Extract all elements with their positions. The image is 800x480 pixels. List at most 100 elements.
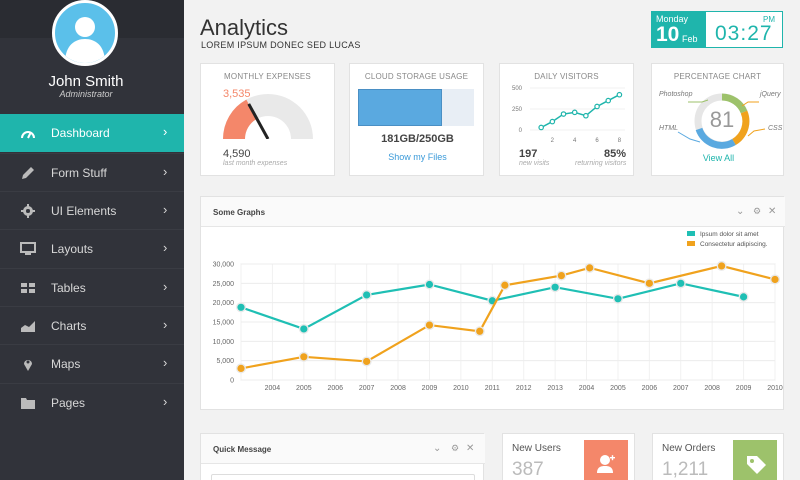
pencil-icon [22, 167, 34, 179]
close-icon[interactable]: ✕ [768, 206, 777, 217]
expenses-total: 4,590 [223, 148, 251, 160]
chevron-right-icon: › [163, 240, 168, 255]
settings-icon[interactable]: ⚙ [451, 443, 460, 453]
x-tick-label: 2010 [767, 385, 783, 392]
new-visits-value: 197 [519, 148, 538, 160]
x-tick-label: 2005 [610, 385, 626, 392]
nav-item-ui-elements[interactable]: UI Elements › [0, 191, 184, 229]
graph-panel-title: Some Graphs [213, 208, 266, 217]
quick-message-header: Quick Message ⌄ ⚙ ✕ [201, 434, 485, 464]
new-orders-card: New Orders 1,211 [652, 433, 784, 480]
close-icon[interactable]: ✕ [466, 443, 475, 454]
x-tick-label: 2010 [453, 385, 469, 392]
y-tick-label: 5,000 [216, 358, 234, 365]
storage-bar [358, 89, 474, 126]
donut-center-value: 81 [709, 107, 735, 132]
y-tick-label: 0 [230, 378, 234, 385]
series-point [237, 364, 245, 372]
graph-panel: Some Graphs ⌄ ⚙ ✕ 30,000 25,000 20,000 15,0… [200, 196, 785, 410]
gauge-value: 3,535 [223, 88, 251, 100]
series-point [425, 321, 434, 329]
y-tick-label: 0 [519, 128, 523, 134]
nav-item-form-stuff[interactable]: Form Stuff › [0, 153, 184, 191]
series-point [645, 279, 653, 287]
settings-icon[interactable]: ⚙ [753, 206, 762, 216]
visitors-point [538, 124, 544, 131]
area-chart-icon [21, 321, 35, 332]
series-point [718, 262, 726, 270]
series-point [501, 281, 509, 289]
nav-item-maps[interactable]: Maps › [0, 344, 184, 382]
visitors-point [605, 97, 612, 104]
visitors-point [560, 111, 567, 117]
label-jquery: jQuery [760, 91, 781, 98]
folder-icon [21, 398, 35, 409]
x-tick-label: 2006 [642, 385, 658, 392]
time-ampm: PM [763, 15, 775, 24]
nav-item-layouts[interactable]: Layouts › [0, 229, 184, 267]
series-point [551, 283, 559, 291]
chevron-right-icon: › [163, 394, 168, 409]
stat-value: 387 [512, 459, 544, 480]
y-tick-label: 15,000 [213, 320, 235, 327]
series-point [557, 272, 565, 280]
avatar[interactable] [52, 0, 118, 66]
view-all-link[interactable]: View All [702, 153, 735, 163]
date-weekday: Monday [656, 14, 689, 24]
x-tick-label: 2009 [422, 385, 438, 392]
series-point [488, 297, 496, 305]
show-files-link[interactable]: Show my Files [388, 152, 447, 162]
chevron-right-icon: › [163, 355, 168, 370]
nav-label: UI Elements [51, 204, 117, 218]
x-tick-label: 2012 [516, 385, 532, 392]
quick-message-title: Quick Message [213, 445, 272, 454]
visitors-point [594, 103, 600, 110]
chevron-right-icon: › [163, 202, 168, 217]
series-point [739, 293, 748, 301]
x-tick-label: 2013 [547, 385, 563, 392]
nav-label: Pages [51, 396, 86, 410]
user-silhouette-icon [65, 17, 105, 63]
legend-label: Consectetur adipiscing. [700, 241, 768, 248]
series-point [586, 264, 594, 272]
grid-icon [21, 283, 35, 293]
x-tick-label: 2004 [265, 385, 281, 392]
add-user-icon [597, 455, 615, 473]
series-point [614, 295, 622, 303]
x-tick-label: 2007 [673, 385, 689, 392]
y-tick-label: 250 [512, 107, 523, 113]
label-css: CSS [768, 125, 783, 132]
gauge-icon [21, 131, 35, 139]
page-subtitle: LOREM IPSUM DONEC SED LUCAS [201, 40, 361, 50]
time-value: 03:27 [715, 22, 773, 45]
expenses-caption: last month expenses [223, 160, 288, 167]
percentage-chart-card: PERCENTAGE CHART 81 Photoshop jQuery HTM… [651, 63, 784, 176]
collapse-icon[interactable]: ⌄ [736, 206, 745, 217]
nav-item-tables[interactable]: Tables › [0, 268, 184, 306]
nav-item-pages[interactable]: Pages › [0, 383, 184, 421]
nav-item-dashboard[interactable]: Dashboard › [0, 114, 184, 152]
map-pin-icon [24, 360, 32, 371]
nav-item-charts[interactable]: Charts › [0, 306, 184, 344]
legend-swatch [687, 231, 695, 236]
chevron-right-icon: › [163, 317, 168, 332]
y-tick-label: 25,000 [213, 281, 235, 288]
series-point [425, 280, 434, 289]
donut-leader-lines [677, 99, 766, 143]
x-tick-label: 4 [573, 138, 577, 144]
quick-message-input[interactable] [211, 474, 475, 480]
series-point [237, 303, 245, 311]
series-point [363, 357, 371, 366]
x-tick-label: 2007 [359, 385, 375, 392]
page-title: Analytics [200, 15, 289, 40]
storage-usage: 181GB/250GB [381, 133, 454, 145]
new-users-card: New Users 387 [502, 433, 635, 480]
cloud-storage-card: CLOUD STORAGE USAGE 181GB/250GB Show my … [349, 63, 484, 176]
x-tick-label: 2005 [296, 385, 312, 392]
stat-label: New Orders [662, 443, 716, 454]
expenses-gauge [223, 94, 313, 139]
x-tick-label: 2009 [736, 385, 752, 392]
collapse-icon[interactable]: ⌄ [433, 443, 442, 454]
y-tick-label: 10,000 [213, 339, 235, 346]
label-html: HTML [659, 125, 679, 132]
